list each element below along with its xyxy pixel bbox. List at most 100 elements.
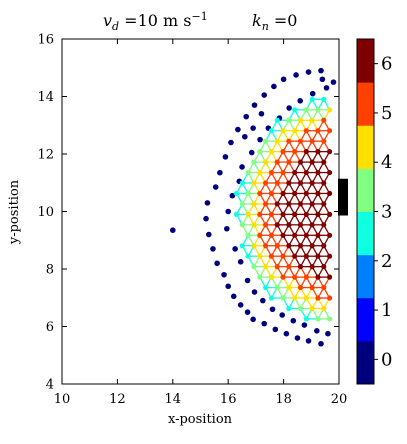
scatter-point — [309, 222, 315, 228]
scatter-point — [309, 243, 315, 249]
y-tick-label: 14 — [37, 90, 54, 105]
scatter-point — [286, 180, 292, 186]
scatter-point — [318, 67, 324, 74]
scatter-point — [305, 69, 312, 75]
scatter-point — [286, 264, 292, 270]
scatter-point — [244, 277, 251, 284]
scatter-point — [251, 243, 257, 249]
scatter-point — [224, 225, 230, 232]
scatter-point — [268, 169, 275, 176]
scatter-point — [243, 113, 250, 120]
colorbar-segment — [357, 254, 374, 299]
title-kn-subscript: n — [262, 20, 269, 33]
scatter-point — [303, 190, 309, 197]
colorbar-segment — [357, 340, 374, 385]
scatter-point — [303, 211, 309, 217]
scatter-points — [170, 67, 337, 347]
y-tick-label: 12 — [37, 148, 54, 163]
scatter-point — [297, 284, 304, 291]
scatter-point — [251, 264, 257, 270]
scatter-point — [321, 138, 327, 144]
scatter-point — [297, 222, 304, 228]
title-velocity-subscript: d — [112, 20, 119, 33]
scatter-point — [210, 246, 216, 252]
scatter-point — [321, 180, 327, 186]
colorbar-segment — [357, 297, 374, 342]
scatter-point — [318, 340, 324, 347]
scatter-point — [261, 92, 268, 98]
scatter-point — [235, 126, 241, 133]
y-tick-label: 8 — [46, 263, 54, 278]
scatter-point — [303, 232, 309, 238]
colorbar: 0 1 2 3 4 5 6 — [356, 38, 392, 385]
scatter-point — [274, 138, 280, 144]
scatter-point — [257, 253, 263, 259]
scatter-point — [292, 128, 298, 134]
scatter-point — [292, 274, 298, 280]
scatter-point — [280, 295, 286, 301]
scatter-point — [330, 79, 337, 85]
colorbar-tick-label: 2 — [381, 251, 392, 272]
exit-marker — [338, 178, 348, 216]
scatter-point — [262, 284, 269, 291]
scatter-point — [274, 159, 280, 165]
scatter-point — [245, 169, 251, 176]
scatter-point — [280, 169, 286, 176]
scatter-point — [286, 105, 292, 111]
scatter-point — [292, 190, 298, 197]
scatter-point — [303, 274, 309, 280]
scatter-point — [286, 138, 292, 144]
scatter-point — [228, 139, 234, 146]
scatter-point — [262, 243, 269, 249]
scatter-point — [315, 232, 321, 238]
colorbar-tick-label: 0 — [381, 349, 392, 370]
colorbar-segment — [357, 211, 374, 256]
scatter-point — [244, 309, 251, 315]
scatter-point — [233, 190, 240, 197]
scatter-point — [303, 316, 309, 322]
scatter-point — [321, 284, 327, 291]
scatter-point — [309, 180, 315, 186]
title-velocity-symbol: v — [103, 11, 112, 30]
scatter-point — [297, 98, 304, 104]
scatter-point — [274, 180, 280, 186]
scatter-point — [297, 243, 304, 249]
scatter-point — [297, 305, 304, 312]
scatter-point — [303, 149, 309, 155]
scatter-point — [326, 128, 333, 134]
scatter-point — [239, 180, 245, 186]
scatter-point — [262, 138, 269, 144]
scatter-point — [303, 295, 309, 301]
scatter-point — [274, 117, 280, 123]
scatter-point — [170, 227, 176, 233]
scatter-point — [325, 330, 331, 337]
scatter-point — [297, 201, 304, 207]
scatter-point — [321, 201, 327, 207]
scatter-point — [292, 295, 298, 301]
scatter-point — [225, 208, 231, 215]
y-tick-label: 10 — [37, 205, 54, 220]
colorbar-segment — [357, 168, 374, 212]
x-tick-label: 10 — [54, 392, 71, 407]
scatter-point — [309, 264, 315, 270]
scatter-point — [292, 149, 298, 155]
scatter-point — [294, 335, 301, 341]
scatter-point — [269, 306, 276, 313]
title-velocity-superscript: −1 — [192, 10, 208, 23]
scatter-point — [274, 243, 280, 249]
scatter-point — [274, 222, 280, 228]
x-tick-label: 20 — [331, 392, 348, 407]
scatter-point — [297, 138, 304, 144]
scatter-point — [262, 264, 269, 270]
scatter-point — [309, 117, 315, 123]
scatter-point — [251, 222, 257, 228]
y-axis-label: y-position — [7, 179, 22, 245]
scatter-point — [315, 295, 321, 301]
scatter-point — [217, 169, 223, 176]
scatter-point — [326, 211, 333, 217]
x-axis-label: x-position — [168, 412, 233, 427]
scatter-point — [214, 260, 220, 267]
scatter-point — [261, 320, 268, 327]
scatter-point — [303, 128, 309, 134]
